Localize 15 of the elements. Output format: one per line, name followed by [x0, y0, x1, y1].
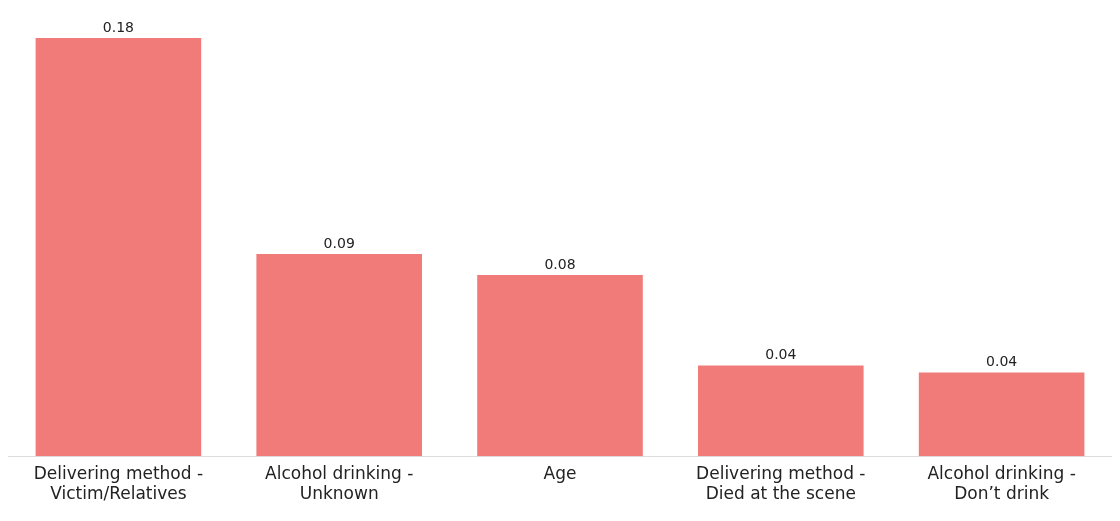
bar: [918, 372, 1085, 457]
data-label: 0.08: [544, 255, 576, 272]
x-tick-label: Alcohol drinking - Unknown: [265, 462, 414, 504]
x-tick-label: Age: [543, 462, 577, 483]
bar: [477, 274, 643, 457]
x-tick-label: Delivering method - Died at the scene: [696, 462, 866, 504]
bar: [256, 254, 422, 457]
bar: [35, 38, 202, 457]
data-label: 0.18: [102, 18, 134, 35]
data-label: 0.09: [323, 234, 355, 251]
x-tick-label: Delivering method - Victim/Relatives: [33, 462, 204, 504]
x-tick-label: Alcohol drinking - Don’t drink: [927, 462, 1076, 504]
bar: [698, 365, 864, 457]
data-label: 0.04: [986, 353, 1018, 370]
data-label: 0.04: [765, 346, 797, 363]
